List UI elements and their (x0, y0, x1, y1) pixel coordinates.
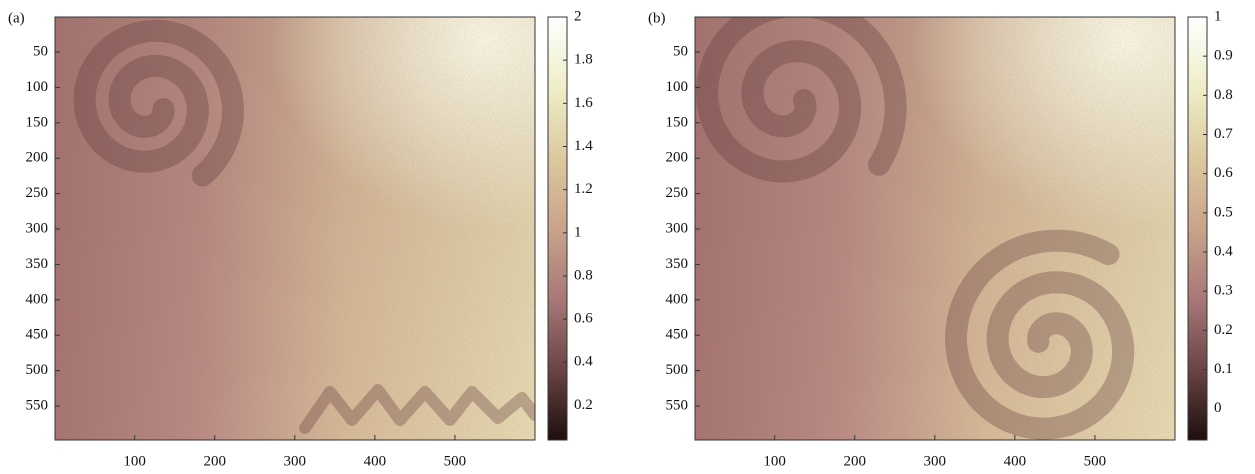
y-tick-label: 500 (666, 362, 689, 378)
y-tick-label: 500 (26, 362, 49, 378)
y-tick-label: 300 (666, 220, 689, 236)
x-tick-label: 500 (444, 453, 467, 469)
x-tick-label: 200 (203, 453, 226, 469)
colorbar-tick-label: 1.6 (574, 95, 593, 111)
y-tick-label: 450 (26, 327, 49, 343)
colorbar-tick-label: 1.8 (574, 52, 593, 68)
colorbar-tick-label: 0.1 (1214, 361, 1233, 377)
colorbar-tick-label: 2 (574, 8, 582, 24)
y-tick-label: 200 (666, 150, 689, 166)
y-tick-label: 250 (666, 185, 689, 201)
figure: (a)1002003004005005010015020025030035040… (0, 0, 1255, 474)
colorbar-tick-label: 0.2 (574, 397, 593, 413)
colorbar (548, 17, 567, 440)
image-texture (695, 17, 1175, 440)
y-tick-label: 550 (666, 397, 689, 413)
colorbar-tick-label: 0.4 (1214, 243, 1233, 259)
colorbar-tick-label: 0.7 (1214, 126, 1233, 142)
image-texture (55, 17, 535, 440)
colorbar-tick-label: 1 (574, 224, 582, 240)
colorbar (1188, 17, 1207, 440)
colorbar-tick-label: 0.9 (1214, 48, 1233, 64)
colorbar-tick-label: 1.2 (574, 181, 593, 197)
x-tick-label: 500 (1084, 453, 1107, 469)
colorbar-tick-label: 0.6 (574, 311, 593, 327)
y-tick-label: 350 (666, 256, 689, 272)
colorbar-tick-label: 0.4 (574, 354, 593, 370)
colorbar-tick-label: 0.3 (1214, 283, 1233, 299)
x-tick-label: 400 (364, 453, 387, 469)
x-tick-label: 300 (284, 453, 307, 469)
colorbar-tick-label: 0.5 (1214, 204, 1233, 220)
y-tick-label: 550 (26, 397, 49, 413)
y-tick-label: 450 (666, 327, 689, 343)
x-tick-label: 400 (1004, 453, 1027, 469)
x-tick-label: 200 (843, 453, 866, 469)
colorbar-tick-label: 0 (1214, 400, 1222, 416)
x-tick-label: 100 (763, 453, 786, 469)
x-tick-label: 300 (924, 453, 947, 469)
panel-label: (a) (8, 10, 25, 26)
y-tick-label: 200 (26, 150, 49, 166)
y-tick-label: 100 (26, 79, 49, 95)
y-tick-label: 350 (26, 256, 49, 272)
colorbar-tick-label: 1.4 (574, 138, 593, 154)
x-tick-label: 100 (123, 453, 146, 469)
y-tick-label: 100 (666, 79, 689, 95)
y-tick-label: 400 (666, 291, 689, 307)
colorbar-tick-label: 0.8 (1214, 87, 1233, 103)
y-tick-label: 250 (26, 185, 49, 201)
colorbar-tick-label: 0.2 (1214, 322, 1233, 338)
y-tick-label: 50 (33, 43, 48, 59)
colorbar-tick-label: 0.8 (574, 267, 593, 283)
colorbar-tick-label: 0.6 (1214, 165, 1233, 181)
colorbar-tick-label: 1 (1214, 8, 1222, 24)
y-tick-label: 400 (26, 291, 49, 307)
y-tick-label: 300 (26, 220, 49, 236)
y-tick-label: 150 (666, 114, 689, 130)
panel-label: (b) (648, 10, 666, 26)
y-tick-label: 150 (26, 114, 49, 130)
y-tick-label: 50 (673, 43, 688, 59)
